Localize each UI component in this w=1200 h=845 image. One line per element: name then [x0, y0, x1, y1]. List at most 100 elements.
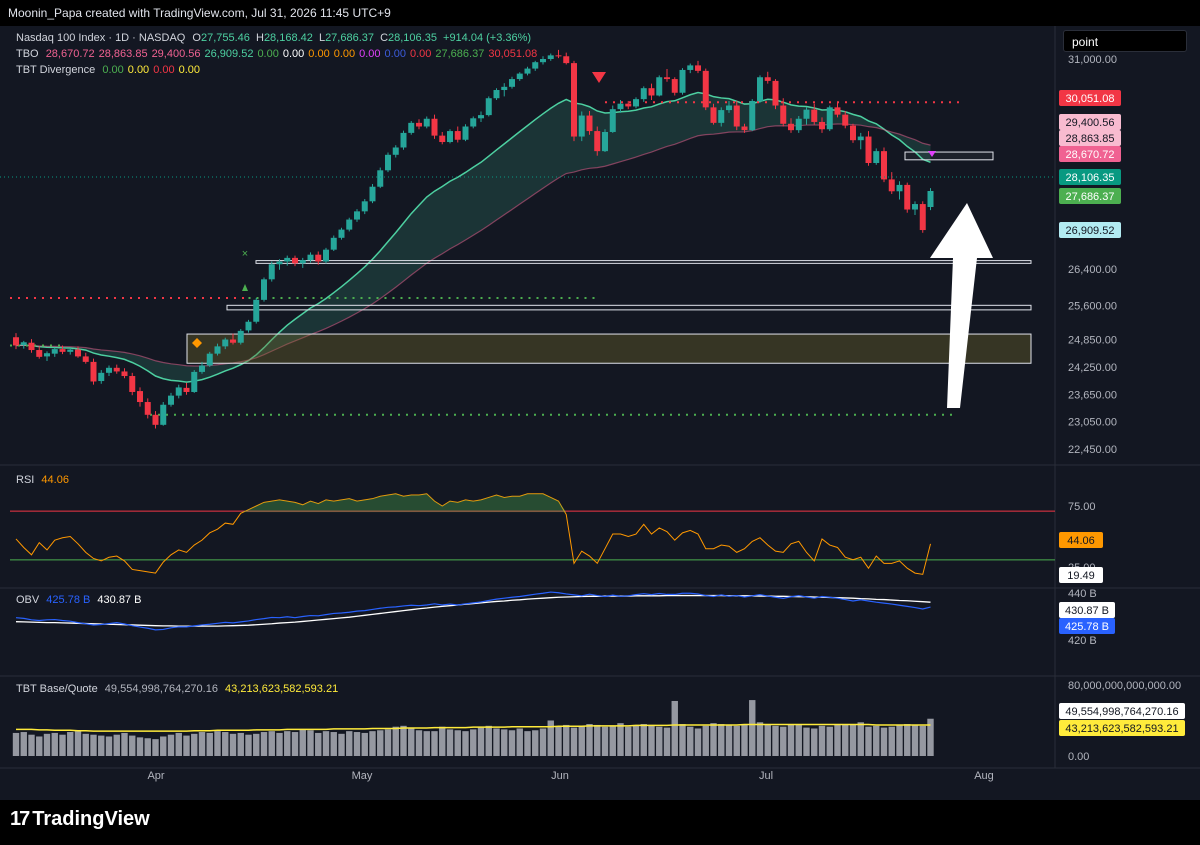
obv-legend-value-2: 430.87 B	[97, 594, 142, 606]
volume-bar	[198, 732, 206, 756]
tbt-divergence-legend-value: 0.00	[153, 64, 175, 76]
volume-bar	[121, 732, 128, 756]
candle-body	[144, 402, 151, 415]
tbt-base-quote-legend-value-1: 49,554,998,764,270.16	[104, 683, 218, 695]
volume-bar	[229, 733, 237, 756]
volume-bar	[826, 726, 833, 756]
candle-body	[540, 59, 546, 63]
tbo-legend-value: 0.00	[333, 48, 356, 60]
price-axis-tick: 26,400.00	[1068, 264, 1117, 276]
candle-body	[586, 115, 593, 132]
zone-box	[226, 304, 1032, 311]
candle-body	[416, 122, 422, 127]
candle-body	[470, 118, 477, 127]
volume-bar	[439, 726, 446, 756]
volume-bar	[392, 726, 399, 756]
candle-body	[237, 330, 244, 343]
rsi-axis-tick: 75.00	[1068, 501, 1096, 513]
volume-bar	[516, 728, 523, 756]
candle-body	[315, 254, 322, 262]
rsi-tag	[1059, 567, 1103, 583]
volume-bar	[253, 733, 260, 756]
volume-bar	[136, 737, 144, 756]
divergence-marker	[928, 151, 936, 157]
candle-body	[609, 109, 616, 132]
volume-bar	[423, 731, 430, 756]
volume-bar	[563, 724, 570, 756]
volume-bar	[679, 724, 686, 756]
candle-body	[509, 79, 515, 87]
candle-body	[439, 135, 446, 143]
price-tag	[1059, 146, 1121, 162]
volume-bar	[834, 724, 841, 756]
candle-body	[199, 365, 205, 372]
volume-bar	[617, 723, 624, 756]
tbo-legend-value: 0.00	[282, 48, 305, 60]
candle-body	[478, 115, 484, 119]
price-tag	[1059, 169, 1121, 185]
chart-area[interactable]: ×31,000.0027,200.0026,400.0025,600.0024,…	[0, 26, 1200, 800]
volume-bar	[330, 732, 337, 756]
chart-svg[interactable]: ×31,000.0027,200.0026,400.0025,600.0024,…	[0, 26, 1200, 800]
candle-body	[160, 404, 167, 425]
volume-bar	[415, 730, 423, 756]
candle-body	[307, 254, 314, 261]
volume-bar	[710, 723, 717, 756]
volume-bar	[384, 729, 392, 756]
volume-bar	[539, 728, 547, 756]
rsi-legend-value: 44.06	[41, 474, 69, 486]
point-input[interactable]: point	[1063, 30, 1187, 52]
volume-bar	[842, 724, 849, 756]
candle-body	[594, 131, 601, 152]
candle-body	[803, 109, 810, 119]
candle-body	[354, 211, 360, 220]
volume-bar	[105, 736, 113, 756]
candle-body	[571, 63, 577, 137]
low-value: 27,686.37	[325, 32, 374, 44]
tbt-divergence-legend-value: 0.00	[127, 64, 150, 76]
volume-bar	[113, 734, 120, 756]
price-tag-label: 28,106.35	[1066, 172, 1115, 184]
volume-bar	[656, 726, 663, 756]
candle-body	[175, 387, 182, 396]
candle-body	[13, 337, 19, 346]
candle-body	[881, 151, 887, 180]
price-tag-label: 30,051.08	[1066, 93, 1115, 105]
volume-bar	[873, 725, 880, 756]
volume-bar	[632, 724, 640, 756]
obv-tag	[1059, 618, 1115, 634]
candle-body	[888, 179, 895, 192]
candle-body	[36, 350, 43, 357]
candle-body	[462, 126, 469, 140]
tbo-legend-value: 0.00	[257, 48, 279, 60]
volume-bar	[532, 730, 539, 756]
volume-bar	[818, 725, 826, 756]
candle-body	[377, 170, 384, 187]
volume-bar	[547, 720, 554, 756]
volume-axis-tick: 80,000,000,000,000.00	[1068, 680, 1181, 692]
candle-body	[82, 356, 89, 362]
obv-legend-name: OBV	[16, 594, 40, 606]
volume-bar	[741, 724, 748, 756]
candle-body	[873, 151, 880, 163]
volume-bar	[222, 732, 229, 756]
candle-body	[408, 122, 415, 133]
tradingview-logo[interactable]: 17 TradingView	[10, 808, 150, 831]
candle-body	[741, 126, 748, 131]
candle-body	[113, 367, 120, 372]
volume-bar	[353, 732, 361, 756]
volume-bar	[214, 731, 221, 756]
price-axis-tick: 23,650.00	[1068, 389, 1117, 401]
price-axis-tick: 22,450.00	[1068, 444, 1117, 456]
candle-body	[687, 65, 694, 70]
candle-body	[59, 349, 66, 352]
candle-body	[206, 353, 213, 366]
volume-axis-tick: 0.00	[1068, 751, 1089, 763]
rsi-line	[15, 493, 931, 575]
rsi-tag	[1059, 532, 1103, 548]
volume-bar	[625, 726, 632, 756]
volume-bar	[756, 722, 764, 756]
low-label: L	[318, 32, 326, 44]
tbt-divergence-legend: TBT Divergence 0.00 0.00 0.00 0.00	[16, 64, 200, 76]
candle-body	[423, 118, 430, 127]
